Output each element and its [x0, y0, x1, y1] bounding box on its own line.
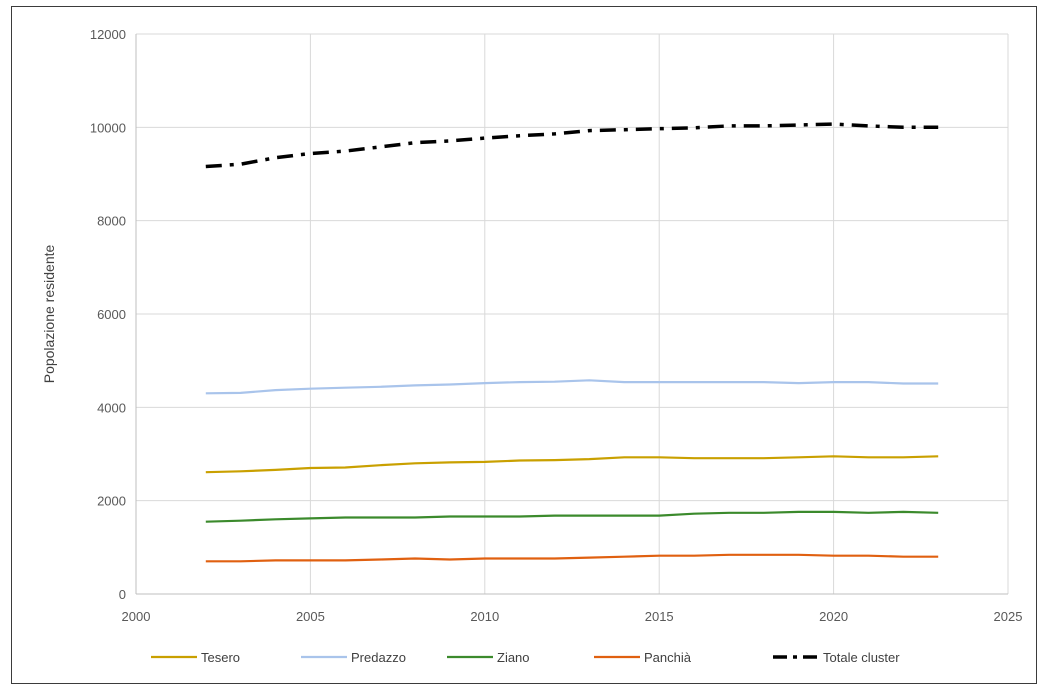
legend-entry: Totale cluster [773, 650, 900, 665]
y-tick-label: 2000 [97, 494, 126, 509]
series-line-tesero [205, 455, 939, 474]
legend-entry: Ziano [447, 650, 530, 665]
x-tick-label: 2005 [296, 609, 325, 624]
tick-labels: 0 2000 4000 6000 8000 10000 12000 2000 2005 2010 2… [90, 27, 1023, 624]
x-tick-label: 2000 [122, 609, 151, 624]
series-line-predazzo [205, 379, 939, 395]
y-axis-title: Popolazione residente [41, 245, 57, 384]
legend-entry: Panchià [594, 650, 692, 665]
y-tick-label: 10000 [90, 120, 126, 135]
series-lines [205, 122, 939, 563]
legend-label: Panchià [644, 650, 692, 665]
series-line-ziano [205, 510, 939, 523]
y-tick-label: 4000 [97, 400, 126, 415]
legend-entry: Predazzo [301, 650, 406, 665]
legend-label: Ziano [497, 650, 530, 665]
legend-label: Tesero [201, 650, 240, 665]
line-chart: 0 2000 4000 6000 8000 10000 12000 2000 2005 2010 2… [41, 27, 1023, 665]
y-tick-label: 0 [119, 587, 126, 602]
chart-frame: 0 2000 4000 6000 8000 10000 12000 2000 2005 2010 2… [11, 6, 1037, 684]
x-tick-label: 2015 [645, 609, 674, 624]
series-line-panchi- [205, 553, 939, 563]
y-tick-label: 12000 [90, 27, 126, 42]
grid-lines [136, 33, 1009, 594]
axes [135, 34, 1008, 595]
y-tick-label: 8000 [97, 214, 126, 229]
legend-label: Totale cluster [823, 650, 900, 665]
legend-label: Predazzo [351, 650, 406, 665]
y-tick-label: 6000 [97, 307, 126, 322]
legend: Tesero Predazzo Ziano Panchià Totale cluster [151, 650, 900, 665]
legend-entry: Tesero [151, 650, 240, 665]
x-tick-label: 2020 [819, 609, 848, 624]
x-tick-label: 2010 [470, 609, 499, 624]
series-line-totale-cluster [205, 122, 939, 169]
x-tick-label: 2025 [994, 609, 1023, 624]
